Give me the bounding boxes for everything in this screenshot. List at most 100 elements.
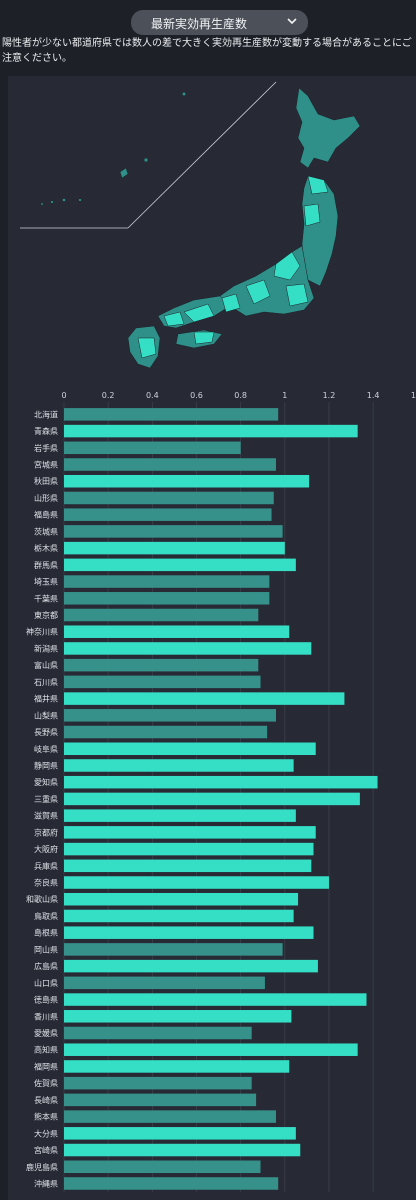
bar[interactable] — [64, 474, 310, 488]
category-label: 静岡県 — [34, 760, 58, 770]
category-label: 北海道 — [34, 409, 58, 419]
x-tick-label: 0.8 — [234, 391, 247, 400]
bar[interactable] — [64, 926, 314, 939]
chart-panel: 0 0.2 0.4 0.6 0.8 1 1.2 1.4 1.6 北海道青森県岩手県宮城県秋田県山形… — [8, 76, 416, 1200]
bar[interactable] — [64, 1177, 279, 1190]
bar[interactable] — [64, 541, 285, 555]
category-label: 富山県 — [34, 660, 58, 670]
bar[interactable] — [64, 859, 312, 873]
bar[interactable] — [64, 1060, 290, 1073]
bar[interactable] — [64, 675, 261, 689]
bar[interactable] — [64, 842, 314, 856]
bar[interactable] — [64, 892, 299, 906]
bar[interactable] — [64, 826, 316, 839]
category-label: 滋賀県 — [34, 811, 58, 821]
bar[interactable] — [64, 592, 270, 605]
category-label: 埼玉県 — [34, 577, 58, 587]
chevron-down-icon — [287, 18, 297, 25]
bar[interactable] — [64, 1093, 257, 1107]
map-hokkaido — [295, 87, 361, 169]
bar[interactable] — [64, 525, 283, 538]
category-label: 広島県 — [34, 961, 58, 971]
bar[interactable] — [64, 959, 318, 973]
bar[interactable] — [64, 775, 378, 789]
category-label: 福岡県 — [34, 1062, 58, 1071]
bar[interactable] — [64, 742, 316, 756]
bar[interactable] — [64, 976, 265, 990]
x-tick-label: 1 — [282, 391, 287, 400]
bar[interactable] — [64, 642, 312, 655]
bar[interactable] — [64, 1143, 301, 1157]
category-label: 山口県 — [34, 978, 58, 988]
category-label: 徳島県 — [34, 995, 58, 1005]
category-label: 岡山県 — [34, 944, 58, 954]
bar[interactable] — [64, 943, 283, 956]
bar[interactable] — [64, 458, 276, 471]
category-label: 青森県 — [34, 426, 58, 436]
category-label: 和歌山県 — [26, 894, 58, 904]
category-label: 千葉県 — [34, 593, 58, 603]
category-label: 愛媛県 — [34, 1028, 58, 1038]
category-label: 宮城県 — [34, 460, 58, 470]
bar[interactable] — [64, 558, 296, 572]
metric-selector-label: 最新実効再生産数 — [151, 17, 248, 31]
bar[interactable] — [64, 658, 259, 672]
category-label: 大阪府 — [34, 844, 58, 854]
bar[interactable] — [64, 876, 329, 889]
category-label: 大分県 — [34, 1128, 58, 1138]
bar[interactable] — [64, 1010, 292, 1023]
category-label: 熊本県 — [34, 1112, 58, 1122]
bar[interactable] — [64, 809, 296, 822]
x-tick-label: 0.6 — [190, 391, 203, 400]
bar[interactable] — [64, 709, 276, 722]
bar[interactable] — [64, 1160, 261, 1174]
category-label: 群馬県 — [34, 560, 58, 570]
bar[interactable] — [64, 692, 345, 705]
bar[interactable] — [64, 909, 294, 923]
bar[interactable] — [64, 759, 294, 772]
category-label: 宮崎県 — [34, 1145, 58, 1155]
category-label: 香川県 — [34, 1011, 58, 1021]
bar[interactable] — [64, 408, 279, 421]
category-label: 高知県 — [34, 1045, 58, 1055]
x-tick-label: 1.4 — [367, 391, 380, 400]
category-label: 長崎県 — [34, 1095, 58, 1105]
category-label: 長野県 — [34, 728, 58, 737]
bar[interactable] — [64, 725, 268, 739]
category-label: 愛知県 — [34, 777, 58, 787]
x-tick-label: 1.2 — [323, 391, 336, 400]
x-tick-label: 1.6 — [411, 391, 416, 400]
category-label: 島根県 — [34, 928, 58, 938]
category-label: 兵庫県 — [34, 861, 58, 871]
japan-map — [20, 81, 361, 369]
bar[interactable] — [64, 1026, 252, 1040]
bar[interactable] — [64, 1127, 296, 1140]
bar[interactable] — [64, 792, 360, 806]
category-label: 栃木県 — [34, 543, 58, 553]
bar[interactable] — [64, 993, 367, 1006]
bar-chart: 0 0.2 0.4 0.6 0.8 1 1.2 1.4 1.6 北海道青森県岩手県宮城県秋田県山形… — [26, 391, 416, 1192]
category-label: 沖縄県 — [34, 1178, 58, 1188]
bar[interactable] — [64, 441, 241, 455]
bar[interactable] — [64, 1076, 252, 1090]
bar[interactable] — [64, 608, 259, 622]
bar[interactable] — [64, 491, 274, 505]
bar[interactable] — [64, 508, 272, 521]
category-label: 福井県 — [34, 694, 58, 704]
category-label: 岐阜県 — [34, 744, 58, 754]
category-label: 奈良県 — [34, 878, 58, 888]
bar[interactable] — [64, 575, 270, 588]
bar[interactable] — [64, 625, 290, 638]
category-label: 福島県 — [34, 510, 58, 520]
category-label: 神奈川県 — [26, 627, 58, 637]
category-label: 茨城県 — [34, 526, 58, 536]
caution-note: 陽性者が少ない都道府県では数人の差で大きく実効再生産数が変動する場合があることに… — [2, 38, 412, 64]
metric-selector[interactable]: 最新実効再生産数 — [131, 10, 308, 35]
bar[interactable] — [64, 1110, 276, 1123]
bar[interactable] — [64, 1043, 358, 1056]
x-tick-label: 0 — [61, 391, 66, 400]
x-tick-label: 0.4 — [146, 391, 159, 400]
map-okinawa — [119, 167, 129, 179]
category-label: 東京都 — [34, 610, 58, 620]
bar[interactable] — [64, 424, 358, 438]
